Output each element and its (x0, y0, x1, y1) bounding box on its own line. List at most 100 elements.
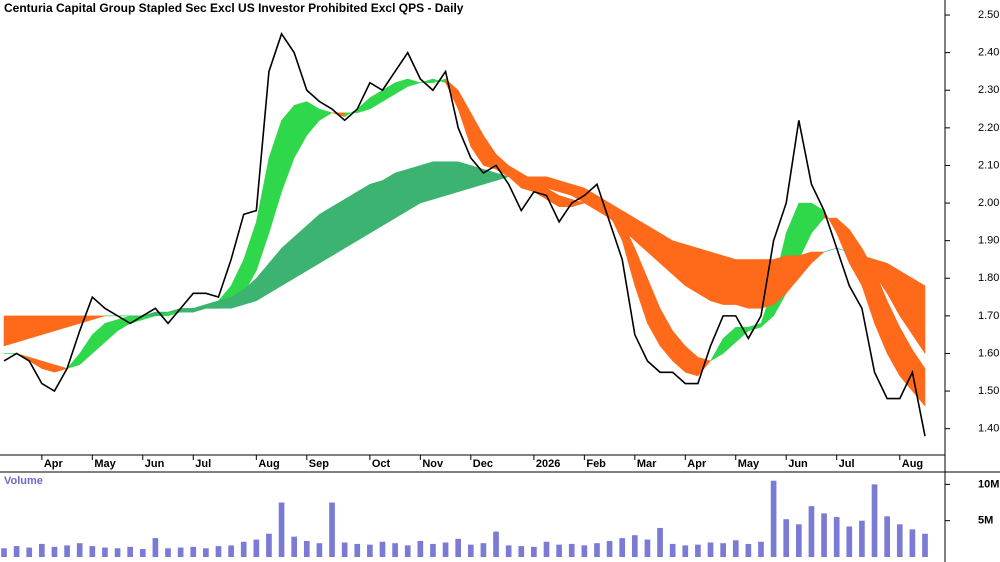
volume-bar (581, 545, 588, 557)
x-tick-label: Aug (902, 458, 923, 470)
chart-title: Centuria Capital Group Stapled Sec Excl … (4, 1, 464, 15)
y-tick-label: 1.90 (978, 235, 999, 247)
ma-band (344, 191, 358, 249)
volume-bar (127, 546, 134, 557)
ma-band (407, 165, 421, 212)
ma-band (3, 315, 17, 347)
volume-bar (619, 538, 626, 557)
y-tick-label: 1.80 (978, 272, 999, 284)
ma-band (697, 247, 711, 302)
ma-band (811, 251, 825, 264)
ma-band (735, 259, 749, 309)
y-tick-label: 2.00 (978, 197, 999, 209)
ma-band (912, 277, 926, 355)
volume-bar (657, 527, 663, 557)
volume-bar (505, 545, 512, 557)
ma-band (685, 244, 699, 294)
volume-bar (341, 542, 348, 557)
volume-bar (669, 543, 676, 557)
ma-band (180, 308, 194, 313)
volume-bar (467, 544, 474, 557)
volume-bar (808, 506, 815, 557)
ma-band (722, 255, 737, 305)
volume-bar (303, 541, 310, 557)
volume-bar (594, 543, 600, 557)
volume-bar (329, 502, 335, 557)
volume-bar (253, 539, 260, 557)
volume-bar (404, 545, 411, 557)
ma-band (748, 259, 762, 309)
volume-bar (884, 516, 890, 557)
volume-bar (367, 544, 373, 557)
x-tick-label: Nov (422, 458, 444, 470)
x-tick-label: Mar (637, 458, 657, 470)
ma-band (470, 165, 484, 189)
volume-bar (76, 543, 83, 557)
volume-bar (909, 529, 916, 557)
volume-bar (732, 540, 739, 557)
y-tick-label: 1.50 (978, 385, 999, 397)
x-tick-label: Aug (258, 458, 279, 470)
volume-bar (606, 541, 613, 557)
ma-band (28, 315, 43, 339)
ma-band (420, 161, 434, 204)
volume-bar (417, 541, 424, 557)
ma-band (710, 251, 724, 305)
volume-bar (821, 513, 827, 557)
volume-bar (758, 541, 764, 557)
volume-bar (64, 545, 70, 557)
volume-bar (720, 543, 726, 557)
x-tick-label: Apr (687, 458, 707, 470)
volume-bar (644, 539, 651, 557)
ma-band (54, 364, 68, 373)
volume-bar (770, 480, 777, 557)
volume-bar (795, 524, 802, 557)
y-tick-label: 5M (978, 515, 993, 527)
volume-bar (871, 484, 878, 557)
ma-band (331, 198, 345, 257)
y-tick-label: 1.40 (978, 423, 999, 435)
volume-bar (203, 548, 209, 557)
volume-bar (430, 543, 436, 557)
x-tick-label: Apr (44, 458, 64, 470)
volume-bar (114, 548, 121, 557)
volume-bar (278, 502, 285, 557)
y-tick-label: 1.70 (978, 310, 999, 322)
ma-band (457, 161, 472, 193)
ma-band (382, 172, 396, 227)
volume-bar (240, 541, 247, 557)
volume-bar (354, 543, 361, 557)
volume-bar (846, 526, 853, 557)
price-line (3, 32, 926, 437)
x-tick-label: May (94, 458, 116, 470)
volume-bar (215, 546, 222, 557)
volume-bar (1, 548, 7, 557)
volume-bar (266, 533, 272, 557)
y-tick-label: 2.20 (978, 122, 999, 134)
volume-bar (392, 543, 398, 557)
volume-bar (165, 548, 171, 557)
ma-band (319, 206, 333, 264)
y-tick-label: 2.40 (978, 47, 999, 59)
volume-bar (745, 543, 752, 557)
volume-bar (139, 549, 146, 557)
volume-bar (190, 546, 197, 557)
x-tick-label: Dec (473, 458, 493, 470)
volume-bar (518, 546, 525, 557)
x-tick-label: Jul (195, 458, 211, 470)
volume-bar (39, 543, 45, 557)
volume-bar (543, 541, 550, 557)
volume-bar (379, 541, 386, 557)
x-tick-label: Sep (309, 458, 329, 470)
ma-band (445, 161, 459, 196)
volume-bar (695, 544, 701, 557)
volume-title: Volume (4, 475, 43, 487)
volume-bar (51, 546, 58, 557)
volume-bar (493, 531, 499, 557)
volume-bar (177, 547, 184, 557)
volume-bar (442, 542, 449, 557)
volume-bar (833, 517, 840, 557)
volume-bar (455, 538, 462, 557)
